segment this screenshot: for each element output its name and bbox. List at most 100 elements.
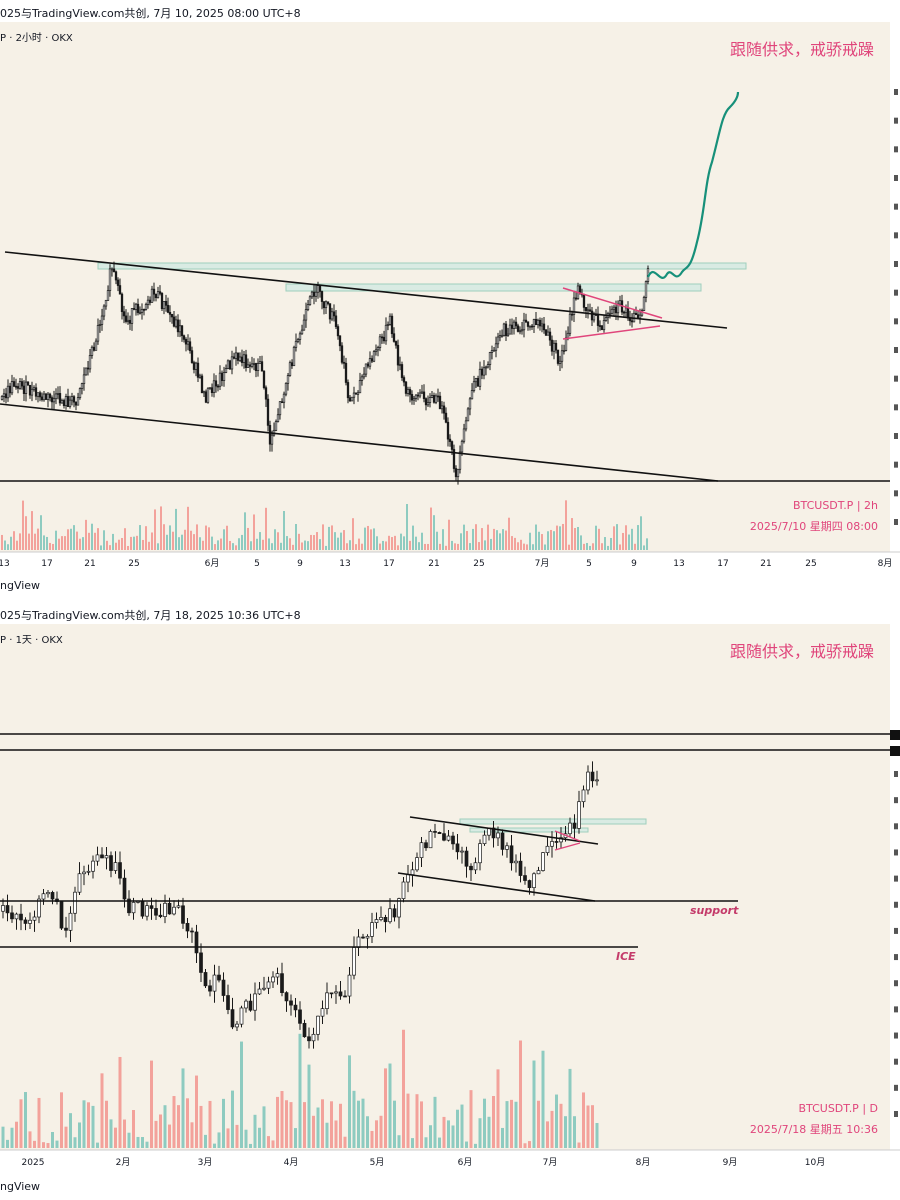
bottom-volume-bar <box>559 1103 563 1148</box>
bottom-candle <box>577 801 581 829</box>
top-volume-bar <box>358 538 360 550</box>
top-volume-bar <box>190 530 192 550</box>
top-volume-bar <box>418 542 420 550</box>
top-candle <box>52 398 56 403</box>
top-volume-bar <box>10 536 12 550</box>
bottom-candle <box>32 916 37 921</box>
top-candle <box>286 375 290 384</box>
bottom-volume-bar <box>465 1141 468 1148</box>
bottom-volume-bar <box>132 1110 135 1148</box>
top-volume-bar <box>181 534 183 550</box>
top-candle <box>388 315 392 325</box>
top-volume-bar <box>328 526 330 550</box>
bottom-volume-bar <box>118 1056 122 1148</box>
bottom-volume-bar <box>78 1122 81 1148</box>
top-volume-bar <box>409 540 411 550</box>
top-volume-bar <box>481 528 483 550</box>
bottom-chart-header: 025与TradingView.com共创, 7月 18, 2025 10:36… <box>0 602 900 624</box>
top-candle <box>26 381 30 386</box>
bottom-x-tick-label: 9月 <box>723 1157 738 1168</box>
top-volume-bar <box>538 531 540 550</box>
top-chart-svg[interactable]: 13 17 21 25 6月 5 9 13 17 21 25 7月 5 9 13 17 21 25 8月 <box>0 22 900 574</box>
top-candle <box>228 360 232 370</box>
top-candle <box>146 299 150 305</box>
top-candle <box>604 317 608 321</box>
top-volume-bar <box>52 543 54 550</box>
bottom-candle <box>28 919 32 924</box>
top-volume-bar <box>625 525 627 550</box>
top-candle <box>626 307 630 319</box>
top-volume-bar <box>343 530 345 550</box>
bottom-chart-svg[interactable]: 2025 2月 3月 4月 5月 6月 7月 8月 9月 10月 <box>0 624 900 1171</box>
top-x-tick-label: 9 <box>631 559 637 569</box>
top-volume-bar <box>463 524 465 550</box>
bottom-price-tick <box>894 1032 898 1039</box>
top-volume-bar <box>400 533 402 550</box>
bottom-volume-bar <box>478 1118 482 1148</box>
top-candle <box>478 368 482 387</box>
bottom-candle <box>586 771 590 791</box>
bottom-stamp: BTCUSDT.P | D 2025/7/18 星期五 10:36 <box>750 1100 878 1138</box>
bottom-volume-bar <box>163 1105 167 1148</box>
top-volume-bar <box>541 534 543 550</box>
top-candle <box>222 372 226 381</box>
top-candle <box>570 313 574 316</box>
support-label: support <box>690 904 739 917</box>
bottom-volume-bar <box>60 1092 63 1148</box>
top-volume-bar <box>58 538 60 550</box>
bottom-candle <box>154 908 158 916</box>
top-chart-panel[interactable]: 13 17 21 25 6月 5 9 13 17 21 25 7月 5 9 13 17 21 25 8月 P · 2… <box>0 22 900 574</box>
bottom-chart-panel[interactable]: 2025 2月 3月 4月 5月 6月 7月 8月 9月 10月 P · 1天 · OKX 跟随供… <box>0 624 900 1171</box>
bottom-volume-bar <box>357 1100 360 1148</box>
top-candle <box>290 362 294 367</box>
bottom-volume-bar <box>568 1068 572 1148</box>
top-candle <box>200 375 204 394</box>
bottom-volume-bar <box>438 1137 441 1148</box>
top-volume-bar <box>421 532 423 550</box>
top-volume-bar <box>4 540 6 550</box>
top-volume-bar <box>547 531 549 550</box>
bottom-candle <box>514 860 518 864</box>
top-volume-bar <box>193 534 195 550</box>
bottom-candle <box>343 995 347 998</box>
bottom-volume-bar <box>420 1101 423 1148</box>
top-volume-bar <box>184 529 186 550</box>
bottom-chart-header-text: 025与TradingView.com共创, 7月 18, 2025 10:36… <box>0 609 301 622</box>
top-price-tick <box>894 433 898 439</box>
bottom-volume-bar <box>69 1113 72 1148</box>
top-candle <box>566 332 570 339</box>
top-candle <box>370 358 374 362</box>
top-candle <box>70 396 74 401</box>
bottom-volume-bar <box>159 1114 162 1148</box>
top-candle <box>434 395 438 403</box>
top-volume-bar <box>322 524 324 550</box>
top-candle <box>608 312 612 315</box>
top-candle <box>230 356 234 370</box>
top-candle <box>296 339 300 342</box>
top-candle <box>422 391 426 399</box>
top-volume-bar <box>433 515 435 550</box>
top-candle <box>312 291 316 297</box>
top-supply-zone-lower <box>285 283 702 292</box>
top-candle <box>40 396 44 401</box>
bottom-volume-bar <box>28 1131 32 1148</box>
top-volume-bar <box>454 543 456 550</box>
top-volume-bar <box>523 543 525 550</box>
top-volume-bar <box>556 525 558 550</box>
top-candle <box>550 339 554 352</box>
top-price-tick <box>894 289 898 296</box>
top-volume-bar <box>253 514 255 550</box>
top-candle <box>36 392 40 397</box>
top-candle <box>518 330 522 333</box>
bottom-volume-bar <box>231 1090 234 1148</box>
bottom-volume-bar <box>343 1136 347 1148</box>
top-candle <box>170 313 174 318</box>
top-x-tick-label: 6月 <box>205 558 220 569</box>
bottom-candle <box>230 1009 235 1028</box>
top-stamp-symbol: BTCUSDT.P | 2h <box>792 499 878 512</box>
top-volume-bar <box>307 541 309 550</box>
top-candle <box>592 314 596 321</box>
bottom-candle <box>163 902 167 917</box>
bottom-candle <box>10 912 14 920</box>
bottom-footer: ngView <box>0 1180 41 1193</box>
